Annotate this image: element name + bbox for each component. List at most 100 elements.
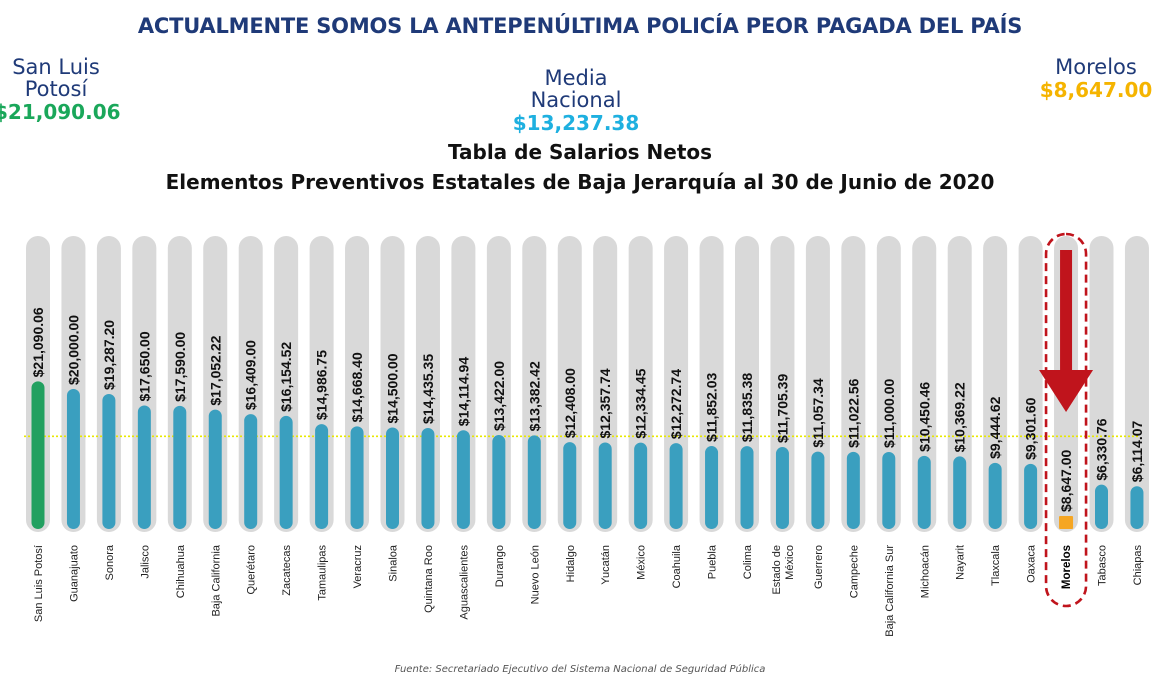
highest-callout: San Luis Potosí $21,090.06 [0, 56, 121, 124]
category-label: San Luis Potosí [33, 545, 45, 622]
value-label: $11,835.38 [739, 373, 755, 443]
bar [598, 442, 612, 529]
value-label: $12,357.74 [597, 368, 613, 438]
category-label-text: México [636, 545, 648, 580]
category-label: Veracruz [352, 545, 364, 588]
category-label-text: Colima [742, 544, 754, 579]
bar [775, 447, 789, 529]
value-label: $14,435.35 [420, 354, 436, 424]
category-label-text: Tabasco [1097, 545, 1109, 586]
chart-subtitle: Elementos Preventivos Estatales de Baja … [165, 170, 995, 194]
value-label: $16,154.52 [278, 342, 294, 412]
bar [563, 442, 577, 529]
bar [882, 452, 896, 529]
category-label-text: Hidalgo [565, 545, 577, 582]
highlight-callout: Morelos $8,647.00 [1036, 56, 1156, 102]
category-label: Quintana Roo [423, 545, 435, 613]
category-label: Baja California [210, 544, 222, 616]
category-label: Jalisco [139, 545, 151, 579]
bar [315, 424, 329, 529]
category-label: Coahuila [671, 544, 683, 588]
category-label: Querétaro [246, 545, 258, 595]
category-label: Sonora [104, 544, 116, 580]
category-label-text: Jalisco [139, 545, 151, 579]
value-label: $20,000.00 [65, 315, 81, 385]
bar [527, 435, 541, 529]
value-label: $19,287.20 [101, 320, 117, 390]
value-label: $14,668.40 [349, 352, 365, 422]
category-label-text: Tamaulipas [317, 545, 329, 601]
category-label-text: Coahuila [671, 544, 683, 588]
value-label: $11,705.39 [774, 374, 790, 444]
value-label: $9,444.62 [987, 396, 1003, 458]
bar [811, 451, 825, 529]
value-label: $10,450.46 [916, 382, 932, 452]
value-label: $11,022.56 [845, 378, 861, 448]
category-label-text: San Luis Potosí [33, 545, 45, 622]
category-label-text: Chihuahua [175, 544, 187, 598]
category-label: Chihuahua [175, 544, 187, 598]
category-label: Tamaulipas [317, 545, 329, 601]
value-label: $17,052.22 [207, 335, 223, 405]
category-label: Nuevo León [529, 545, 541, 604]
average-callout: Media Nacional $13,237.38 [496, 67, 656, 135]
category-label-text: Guanajuato [68, 545, 80, 602]
bar [634, 442, 648, 529]
value-label: $12,408.00 [562, 368, 578, 438]
highlight-box [1044, 232, 1088, 608]
category-label: Guerrero [813, 545, 825, 589]
bar-track [1089, 236, 1114, 532]
source-note: Fuente: Secretariado Ejecutivo del Siste… [394, 664, 766, 675]
category-label-text: Puebla [707, 544, 719, 579]
category-label-text: Quintana Roo [423, 545, 435, 613]
category-label-text: Aguascalientes [458, 545, 470, 620]
category-label: Nayarit [955, 545, 967, 580]
bar [492, 435, 506, 529]
bar [705, 446, 719, 529]
bar [31, 381, 45, 529]
category-label: Campeche [848, 545, 860, 598]
bar [953, 456, 967, 529]
bar [244, 414, 258, 529]
category-label: Sinaloa [388, 544, 400, 582]
value-label: $9,301.60 [1023, 397, 1039, 459]
value-label: $10,369.22 [952, 382, 968, 452]
bar [1130, 486, 1144, 529]
bar [669, 443, 683, 529]
value-label: $6,114.07 [1129, 420, 1145, 482]
bar [1024, 463, 1038, 529]
category-label: Chiapas [1132, 545, 1144, 586]
category-label: Puebla [707, 544, 719, 579]
category-label-text: Durango [494, 545, 506, 587]
category-label-text: México [784, 545, 796, 580]
bar-morelos [1059, 516, 1074, 529]
category-label: Michoacán [919, 545, 931, 598]
average-callout-label: Media Nacional [530, 66, 622, 112]
highest-callout-value: $21,090.06 [0, 100, 121, 124]
category-label-text: Sinaloa [388, 544, 400, 582]
value-label: $12,334.45 [633, 368, 649, 438]
bar [102, 393, 116, 529]
bar-track [1124, 236, 1149, 532]
value-label: $6,330.76 [1094, 418, 1110, 480]
value-label: $14,986.75 [314, 350, 330, 420]
category-label-text: Nuevo León [529, 545, 541, 604]
value-label: $16,409.00 [243, 340, 259, 410]
value-label: $13,422.00 [491, 361, 507, 431]
bar [279, 415, 293, 529]
value-label: $17,590.00 [172, 332, 188, 402]
down-arrow-icon [1039, 370, 1094, 412]
category-label-text: Estado de [771, 545, 783, 595]
bar [1095, 484, 1108, 529]
value-label: $12,272.74 [668, 369, 684, 439]
category-label: Zacatecas [281, 545, 293, 596]
value-label: $14,500.00 [385, 353, 401, 423]
category-label: Colima [742, 544, 754, 579]
bar [917, 455, 931, 529]
highlight-callout-label: Morelos [1055, 55, 1137, 79]
bar [740, 446, 754, 529]
bar [421, 427, 435, 529]
category-label-text: Morelos [1061, 545, 1073, 589]
category-label: Guanajuato [68, 545, 80, 602]
highlight-callout-value: $8,647.00 [1039, 78, 1153, 102]
